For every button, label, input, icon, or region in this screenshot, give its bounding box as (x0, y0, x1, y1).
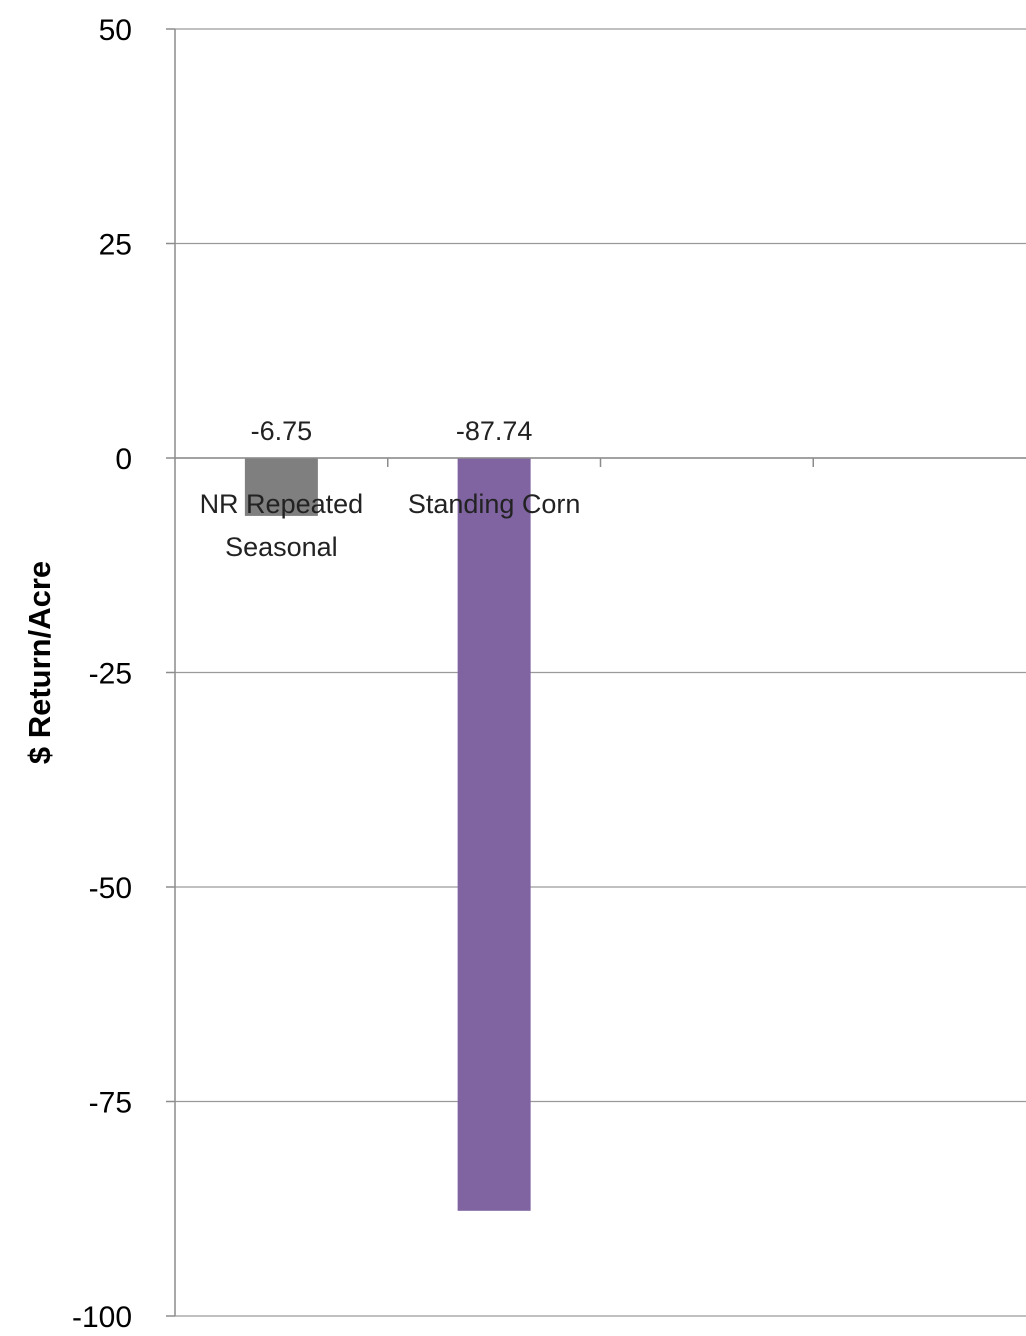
category-labels: NR Repeated Seasonal Standing Corn (200, 489, 581, 562)
data-label-1: -87.74 (456, 416, 533, 446)
y-axis-title: $ Return/Acre (22, 561, 57, 764)
y-tick-label: -50 (89, 872, 132, 905)
data-label-0: -6.75 (251, 416, 313, 446)
bars (244, 458, 531, 1211)
y-tick-label: -100 (72, 1301, 132, 1334)
bar-1 (457, 458, 531, 1211)
category-label: Seasonal (225, 532, 338, 562)
y-tick-labels: 50 25 0 -25 -50 -75 -100 (72, 14, 132, 1334)
y-tick-label: -75 (89, 1087, 132, 1120)
y-tick-label: -25 (89, 658, 132, 691)
bar-0 (244, 458, 318, 516)
category-label: NR Repeated (200, 489, 364, 519)
y-tick-label: 0 (115, 443, 132, 476)
gridlines (166, 28, 1026, 1317)
y-tick-label: 25 (99, 229, 132, 262)
x-tick-marks (387, 458, 814, 467)
category-label: Standing Corn (408, 489, 581, 519)
y-tick-label: 50 (99, 14, 132, 47)
data-labels: -6.75 -87.74 (251, 416, 533, 446)
